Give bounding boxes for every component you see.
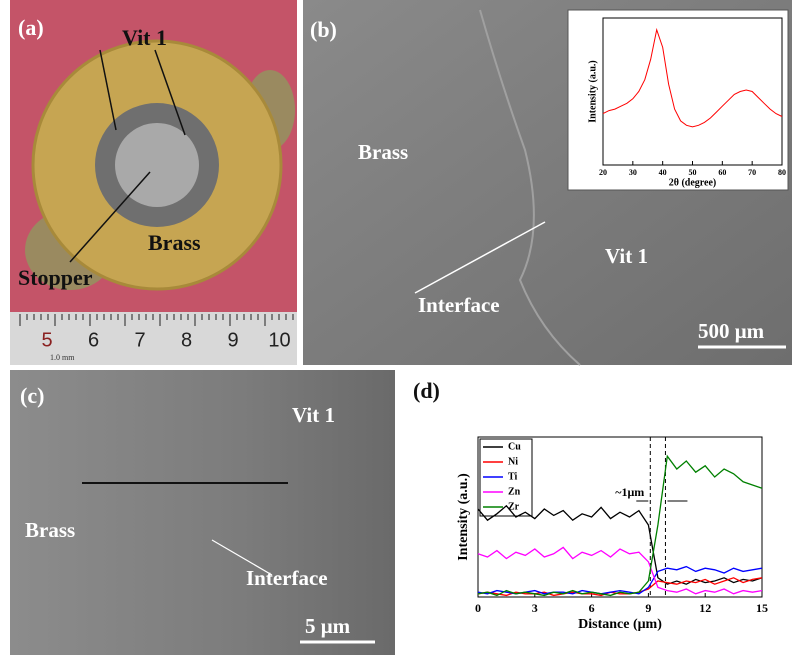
panel-label: (b) [310, 17, 337, 42]
photo-text: Stopper [18, 265, 93, 290]
x-tick-label: 70 [748, 168, 756, 177]
x-tick-label: 15 [756, 601, 768, 615]
legend-label: Cu [508, 441, 521, 452]
sem-panel-c: (c) Vit 1 Brass Interface 5 μm [10, 370, 395, 655]
panel-label: (d) [413, 378, 440, 403]
x-tick-label: 6 [589, 601, 595, 615]
y-axis-label: Intensity (a.u.) [588, 60, 599, 123]
data-line [478, 547, 762, 593]
ruler-unit: 1.0 mm [50, 353, 75, 362]
x-tick-label: 20 [599, 168, 607, 177]
sem-text: Brass [25, 518, 75, 542]
panel-label: (a) [18, 15, 44, 40]
photo-panel: (a) Vit 1 Stopper Brass 5 6 7 8 9 10 1.0 mm [10, 0, 297, 365]
annotation: ~1μm [615, 485, 644, 499]
x-tick-label: 30 [629, 168, 637, 177]
x-tick-label: 9 [645, 601, 651, 615]
x-tick-label: 50 [689, 168, 697, 177]
data-line [478, 567, 762, 594]
x-tick-label: 12 [699, 601, 711, 615]
photo-text: Vit 1 [122, 25, 167, 50]
panel-label: (c) [20, 383, 44, 408]
photo-text: Brass [148, 230, 201, 255]
x-tick-label: 60 [718, 168, 726, 177]
x-tick-label: 3 [532, 601, 538, 615]
ruler-label: 6 [88, 329, 99, 351]
sem-text: Interface [418, 293, 500, 317]
sem-text: Interface [246, 566, 328, 590]
sem-panel-b: (b) Brass Vit 1 Interface 500 μm [303, 0, 792, 365]
ruler-label: 8 [181, 329, 192, 351]
x-axis-label: Distance (μm) [578, 617, 662, 632]
sem-text: Vit 1 [292, 403, 335, 427]
scale-bar-label: 500 μm [698, 319, 765, 343]
legend-label: Zr [508, 501, 520, 512]
data-line [478, 456, 762, 595]
ruler-label: 9 [227, 329, 238, 351]
x-tick-label: 40 [659, 168, 667, 177]
ruler-label: 5 [41, 329, 52, 351]
plot-frame [478, 437, 762, 597]
data-line [478, 506, 762, 584]
sem-text: Vit 1 [605, 244, 648, 268]
legend-label: Ti [508, 471, 517, 482]
sem-text: Brass [358, 140, 408, 164]
y-axis-label: Intensity (a.u.) [456, 473, 471, 561]
ruler-label: 10 [268, 329, 290, 351]
figure: (a) Vit 1 Stopper Brass 5 6 7 8 9 10 1.0 mm (… [0, 0, 792, 658]
x-tick-label: 0 [475, 601, 481, 615]
legend-label: Zn [508, 486, 521, 497]
ruler-label: 7 [134, 329, 145, 351]
legend-label: Ni [508, 456, 518, 467]
scale-bar-label: 5 μm [305, 614, 351, 638]
x-tick-label: 80 [778, 168, 786, 177]
x-axis-label: 2θ (degree) [669, 178, 717, 189]
